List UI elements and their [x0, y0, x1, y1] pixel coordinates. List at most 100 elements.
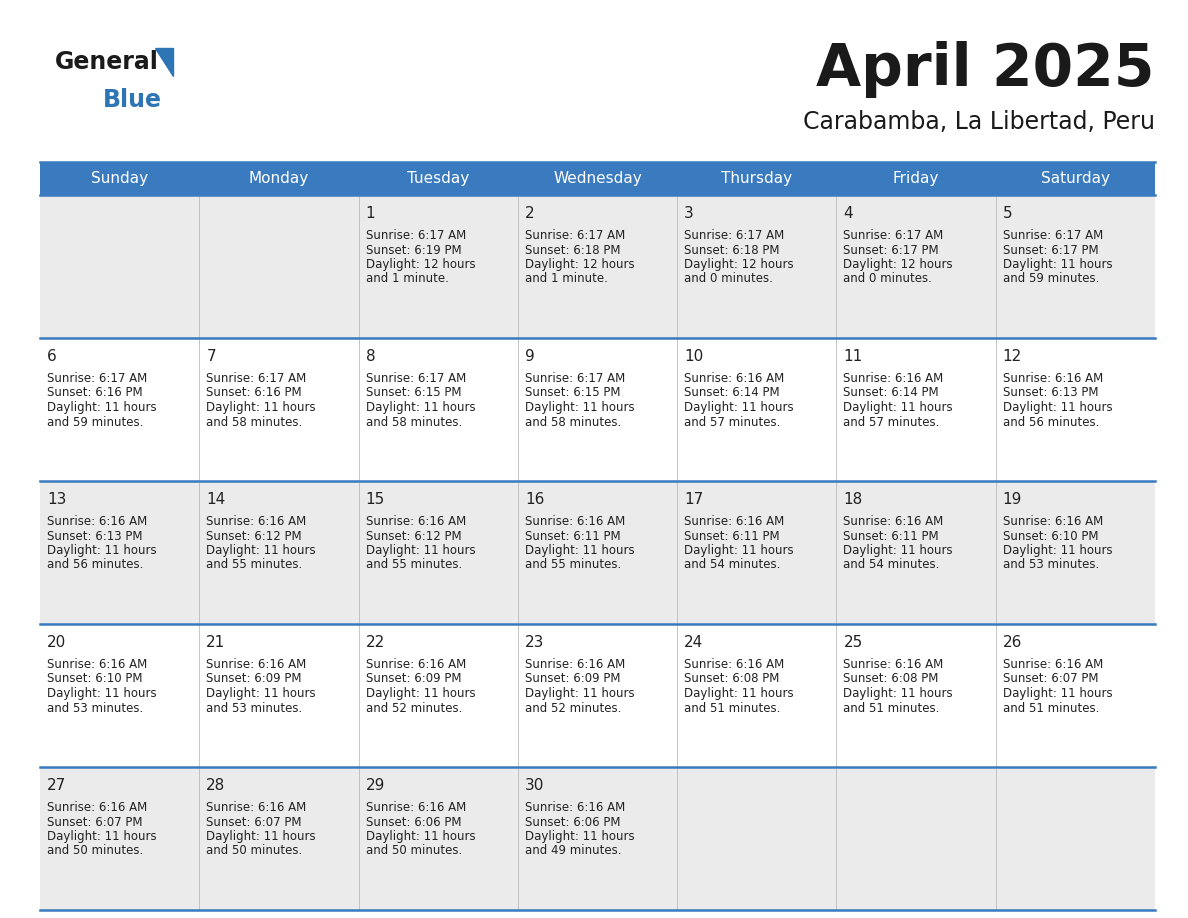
Bar — [40, 162, 1155, 195]
Text: 16: 16 — [525, 492, 544, 507]
Text: Sunset: 6:11 PM: Sunset: 6:11 PM — [684, 530, 779, 543]
Text: and 51 minutes.: and 51 minutes. — [843, 701, 940, 714]
Text: Daylight: 11 hours: Daylight: 11 hours — [48, 687, 157, 700]
Text: and 58 minutes.: and 58 minutes. — [207, 416, 303, 429]
Text: Sunrise: 6:17 AM: Sunrise: 6:17 AM — [1003, 229, 1102, 242]
Text: Sunset: 6:11 PM: Sunset: 6:11 PM — [843, 530, 939, 543]
Text: Sunrise: 6:17 AM: Sunrise: 6:17 AM — [366, 372, 466, 385]
Text: 18: 18 — [843, 492, 862, 507]
Text: Sunset: 6:08 PM: Sunset: 6:08 PM — [843, 673, 939, 686]
Text: Daylight: 11 hours: Daylight: 11 hours — [684, 401, 794, 414]
Text: and 0 minutes.: and 0 minutes. — [684, 273, 773, 285]
Text: Sunrise: 6:16 AM: Sunrise: 6:16 AM — [525, 801, 625, 814]
Text: 17: 17 — [684, 492, 703, 507]
Text: Sunrise: 6:16 AM: Sunrise: 6:16 AM — [1003, 515, 1102, 528]
Text: and 55 minutes.: and 55 minutes. — [366, 558, 462, 572]
Text: Monday: Monday — [248, 171, 309, 186]
Text: Sunset: 6:14 PM: Sunset: 6:14 PM — [843, 386, 939, 399]
Text: Daylight: 11 hours: Daylight: 11 hours — [525, 830, 634, 843]
Text: Sunrise: 6:16 AM: Sunrise: 6:16 AM — [843, 658, 943, 671]
Text: 2: 2 — [525, 206, 535, 221]
Text: and 50 minutes.: and 50 minutes. — [366, 845, 462, 857]
Text: 25: 25 — [843, 635, 862, 650]
Text: Sunrise: 6:16 AM: Sunrise: 6:16 AM — [48, 515, 147, 528]
Text: 6: 6 — [48, 349, 57, 364]
Text: Daylight: 11 hours: Daylight: 11 hours — [525, 401, 634, 414]
Text: Sunrise: 6:16 AM: Sunrise: 6:16 AM — [1003, 658, 1102, 671]
Text: Daylight: 11 hours: Daylight: 11 hours — [684, 544, 794, 557]
Text: and 51 minutes.: and 51 minutes. — [1003, 701, 1099, 714]
Text: Sunset: 6:18 PM: Sunset: 6:18 PM — [684, 243, 779, 256]
Text: Sunrise: 6:17 AM: Sunrise: 6:17 AM — [843, 229, 943, 242]
Text: Sunrise: 6:16 AM: Sunrise: 6:16 AM — [843, 372, 943, 385]
Text: Sunrise: 6:17 AM: Sunrise: 6:17 AM — [525, 229, 625, 242]
Text: Sunrise: 6:16 AM: Sunrise: 6:16 AM — [48, 801, 147, 814]
Text: Sunrise: 6:16 AM: Sunrise: 6:16 AM — [684, 372, 784, 385]
Text: Sunset: 6:19 PM: Sunset: 6:19 PM — [366, 243, 461, 256]
Text: 15: 15 — [366, 492, 385, 507]
Text: and 56 minutes.: and 56 minutes. — [1003, 416, 1099, 429]
Text: Daylight: 11 hours: Daylight: 11 hours — [207, 687, 316, 700]
Text: General: General — [55, 50, 159, 74]
Text: and 52 minutes.: and 52 minutes. — [366, 701, 462, 714]
Text: 22: 22 — [366, 635, 385, 650]
Text: and 53 minutes.: and 53 minutes. — [207, 701, 303, 714]
Text: Daylight: 11 hours: Daylight: 11 hours — [207, 830, 316, 843]
Text: Sunset: 6:12 PM: Sunset: 6:12 PM — [207, 530, 302, 543]
Text: and 56 minutes.: and 56 minutes. — [48, 558, 144, 572]
Text: Sunset: 6:13 PM: Sunset: 6:13 PM — [1003, 386, 1098, 399]
Text: Sunrise: 6:16 AM: Sunrise: 6:16 AM — [684, 515, 784, 528]
Text: Daylight: 12 hours: Daylight: 12 hours — [366, 258, 475, 271]
Text: 21: 21 — [207, 635, 226, 650]
Text: Daylight: 11 hours: Daylight: 11 hours — [207, 544, 316, 557]
Text: 5: 5 — [1003, 206, 1012, 221]
Text: Sunrise: 6:16 AM: Sunrise: 6:16 AM — [1003, 372, 1102, 385]
Text: Sunrise: 6:17 AM: Sunrise: 6:17 AM — [366, 229, 466, 242]
Text: Sunset: 6:07 PM: Sunset: 6:07 PM — [48, 815, 143, 829]
Text: and 53 minutes.: and 53 minutes. — [1003, 558, 1099, 572]
Text: Daylight: 11 hours: Daylight: 11 hours — [366, 687, 475, 700]
Text: Sunrise: 6:16 AM: Sunrise: 6:16 AM — [207, 801, 307, 814]
Text: and 50 minutes.: and 50 minutes. — [48, 845, 144, 857]
Text: Daylight: 11 hours: Daylight: 11 hours — [684, 687, 794, 700]
Text: Daylight: 12 hours: Daylight: 12 hours — [843, 258, 953, 271]
Text: and 53 minutes.: and 53 minutes. — [48, 701, 144, 714]
Text: 20: 20 — [48, 635, 67, 650]
Text: April 2025: April 2025 — [816, 41, 1155, 98]
Text: Daylight: 11 hours: Daylight: 11 hours — [48, 401, 157, 414]
Text: Sunrise: 6:17 AM: Sunrise: 6:17 AM — [525, 372, 625, 385]
Text: and 59 minutes.: and 59 minutes. — [1003, 273, 1099, 285]
Bar — [40, 338, 1155, 481]
Text: Sunset: 6:07 PM: Sunset: 6:07 PM — [207, 815, 302, 829]
Text: Daylight: 11 hours: Daylight: 11 hours — [843, 687, 953, 700]
Text: and 51 minutes.: and 51 minutes. — [684, 701, 781, 714]
Text: 26: 26 — [1003, 635, 1022, 650]
Text: and 57 minutes.: and 57 minutes. — [843, 416, 940, 429]
Text: Sunset: 6:11 PM: Sunset: 6:11 PM — [525, 530, 620, 543]
Text: Sunset: 6:08 PM: Sunset: 6:08 PM — [684, 673, 779, 686]
Text: and 1 minute.: and 1 minute. — [525, 273, 608, 285]
Text: 14: 14 — [207, 492, 226, 507]
Text: Wednesday: Wednesday — [554, 171, 642, 186]
Polygon shape — [154, 48, 173, 76]
Text: Sunset: 6:16 PM: Sunset: 6:16 PM — [207, 386, 302, 399]
Text: 19: 19 — [1003, 492, 1022, 507]
Text: Sunrise: 6:16 AM: Sunrise: 6:16 AM — [366, 801, 466, 814]
Text: Sunset: 6:06 PM: Sunset: 6:06 PM — [525, 815, 620, 829]
Text: and 58 minutes.: and 58 minutes. — [366, 416, 462, 429]
Text: Daylight: 11 hours: Daylight: 11 hours — [366, 544, 475, 557]
Text: 12: 12 — [1003, 349, 1022, 364]
Text: 7: 7 — [207, 349, 216, 364]
Text: 11: 11 — [843, 349, 862, 364]
Text: and 57 minutes.: and 57 minutes. — [684, 416, 781, 429]
Text: Sunrise: 6:16 AM: Sunrise: 6:16 AM — [366, 658, 466, 671]
Text: Sunrise: 6:16 AM: Sunrise: 6:16 AM — [48, 658, 147, 671]
Bar — [40, 624, 1155, 767]
Text: Sunset: 6:10 PM: Sunset: 6:10 PM — [1003, 530, 1098, 543]
Text: Daylight: 11 hours: Daylight: 11 hours — [1003, 258, 1112, 271]
Text: Sunset: 6:17 PM: Sunset: 6:17 PM — [843, 243, 939, 256]
Text: Sunset: 6:09 PM: Sunset: 6:09 PM — [207, 673, 302, 686]
Text: Sunrise: 6:17 AM: Sunrise: 6:17 AM — [207, 372, 307, 385]
Text: Daylight: 11 hours: Daylight: 11 hours — [1003, 401, 1112, 414]
Text: Sunset: 6:16 PM: Sunset: 6:16 PM — [48, 386, 143, 399]
